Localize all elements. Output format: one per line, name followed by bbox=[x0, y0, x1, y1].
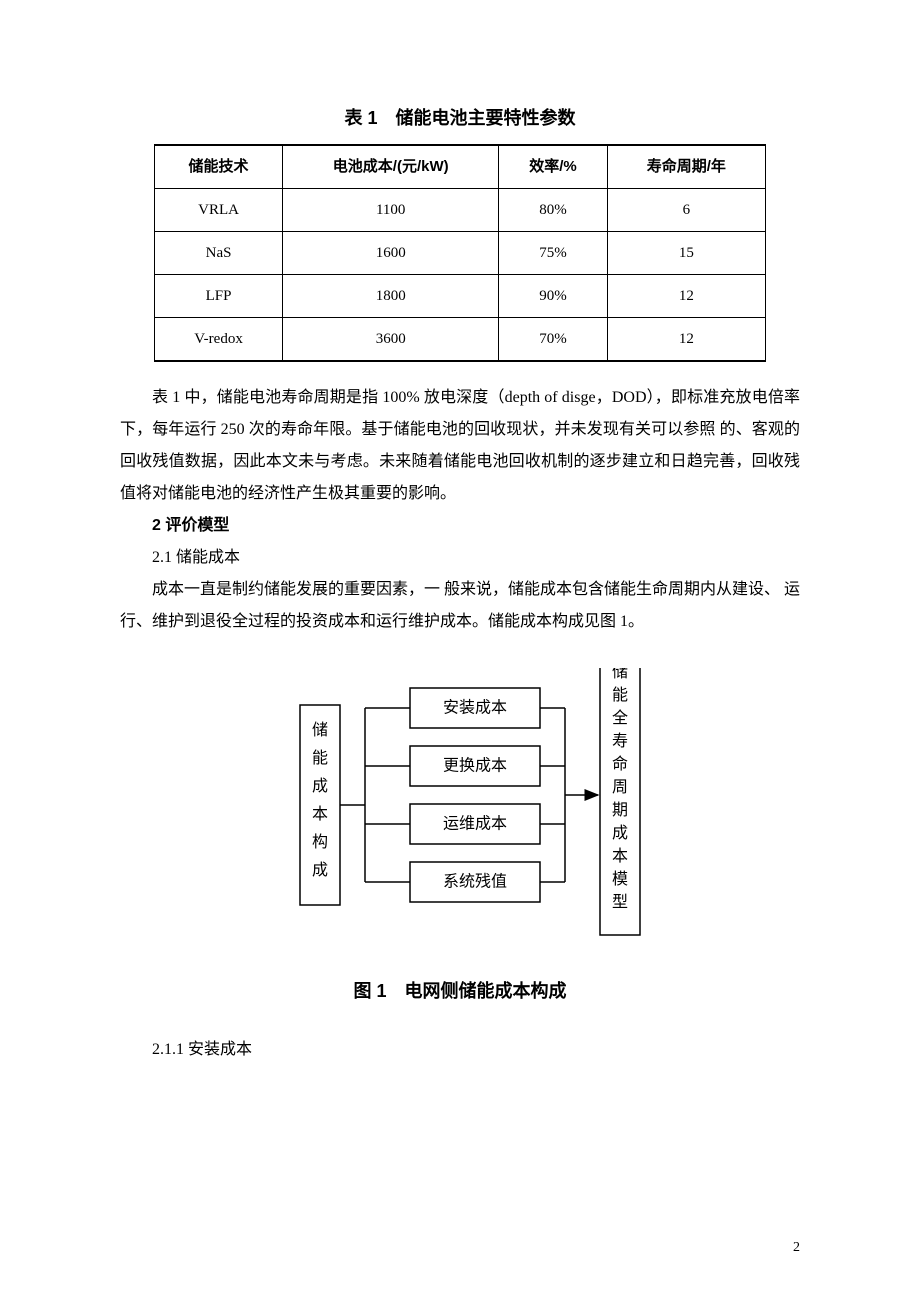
table-cell: V-redox bbox=[155, 318, 283, 362]
table-cell: 75% bbox=[499, 232, 607, 275]
section-2-1-1-header: 2.1.1 安装成本 bbox=[120, 1034, 800, 1066]
table-title: 表 1 储能电池主要特性参数 bbox=[120, 100, 800, 136]
svg-text:储: 储 bbox=[312, 721, 328, 739]
table-cell: LFP bbox=[155, 275, 283, 318]
table-header-cell: 寿命周期/年 bbox=[607, 145, 765, 189]
table-cell: 1800 bbox=[283, 275, 499, 318]
table-cell: NaS bbox=[155, 232, 283, 275]
svg-text:能: 能 bbox=[612, 686, 628, 704]
svg-text:储: 储 bbox=[612, 668, 628, 681]
figure-1-caption: 图 1 电网侧储能成本构成 bbox=[120, 973, 800, 1009]
svg-text:寿: 寿 bbox=[612, 732, 628, 750]
table-cell: 70% bbox=[499, 318, 607, 362]
table-cell: 80% bbox=[499, 189, 607, 232]
svg-text:成: 成 bbox=[312, 777, 328, 795]
paragraph-cost-description: 成本一直是制约储能发展的重要因素，一 般来说，储能成本包含储能生命周期内从建设、… bbox=[120, 574, 800, 638]
cost-diagram-container: 储能成本构成安装成本更换成本运维成本系统残值储能全寿命周期成本模型 bbox=[120, 668, 800, 958]
svg-text:成: 成 bbox=[312, 861, 328, 879]
svg-text:模: 模 bbox=[612, 870, 628, 888]
svg-text:成: 成 bbox=[612, 824, 628, 842]
table-header-cell: 电池成本/(元/kW) bbox=[283, 145, 499, 189]
table-header-cell: 效率/% bbox=[499, 145, 607, 189]
svg-text:能: 能 bbox=[312, 749, 328, 767]
section-2-1-header: 2.1 储能成本 bbox=[120, 542, 800, 574]
page-number: 2 bbox=[793, 1234, 800, 1262]
table-header-cell: 储能技术 bbox=[155, 145, 283, 189]
svg-text:周: 周 bbox=[612, 779, 628, 796]
svg-text:构: 构 bbox=[312, 833, 328, 851]
table-cell: VRLA bbox=[155, 189, 283, 232]
table-row: V-redox 3600 70% 12 bbox=[155, 318, 766, 362]
table-cell: 6 bbox=[607, 189, 765, 232]
table-row: VRLA 1100 80% 6 bbox=[155, 189, 766, 232]
paragraph-table-description: 表 1 中，储能电池寿命周期是指 100% 放电深度（depth of disg… bbox=[120, 382, 800, 510]
section-2-header: 2 评价模型 bbox=[120, 510, 800, 542]
table-cell: 15 bbox=[607, 232, 765, 275]
table-cell: 1100 bbox=[283, 189, 499, 232]
table-cell: 12 bbox=[607, 275, 765, 318]
svg-text:运维成本: 运维成本 bbox=[443, 815, 507, 833]
battery-params-table: 储能技术 电池成本/(元/kW) 效率/% 寿命周期/年 VRLA 1100 8… bbox=[154, 144, 766, 362]
svg-text:本: 本 bbox=[312, 805, 328, 823]
svg-text:系统残值: 系统残值 bbox=[443, 873, 507, 891]
svg-text:期: 期 bbox=[612, 801, 628, 819]
table-cell: 12 bbox=[607, 318, 765, 362]
table-row: LFP 1800 90% 12 bbox=[155, 275, 766, 318]
svg-text:更换成本: 更换成本 bbox=[443, 757, 507, 775]
table-cell: 90% bbox=[499, 275, 607, 318]
table-row: NaS 1600 75% 15 bbox=[155, 232, 766, 275]
table-cell: 3600 bbox=[283, 318, 499, 362]
svg-text:型: 型 bbox=[612, 893, 628, 911]
cost-composition-diagram: 储能成本构成安装成本更换成本运维成本系统残值储能全寿命周期成本模型 bbox=[260, 668, 660, 958]
svg-text:安装成本: 安装成本 bbox=[443, 699, 507, 717]
svg-text:本: 本 bbox=[612, 847, 628, 865]
svg-text:全: 全 bbox=[612, 709, 628, 727]
svg-text:命: 命 bbox=[612, 755, 628, 773]
table-header-row: 储能技术 电池成本/(元/kW) 效率/% 寿命周期/年 bbox=[155, 145, 766, 189]
table-cell: 1600 bbox=[283, 232, 499, 275]
